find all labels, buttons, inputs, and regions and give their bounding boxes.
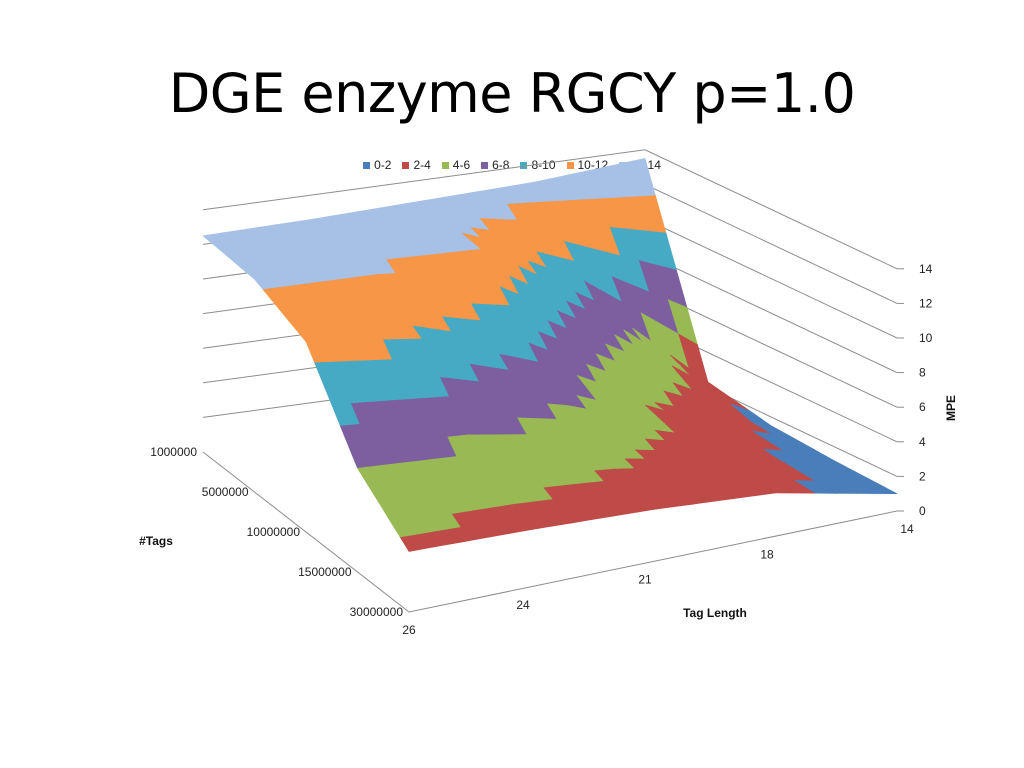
y-tick-label: 1000000 xyxy=(150,445,197,459)
legend-item-8-10: 8-10 xyxy=(520,158,556,172)
floor-edge xyxy=(202,451,898,613)
legend-swatch xyxy=(441,161,449,169)
y-tick-label: 15000000 xyxy=(298,565,352,579)
legend-item-2-4: 2-4 xyxy=(402,158,431,172)
y-tick-label: 5000000 xyxy=(202,485,249,499)
x-tick-label: 14 xyxy=(900,522,914,536)
y-axis-title: #Tags xyxy=(139,534,173,548)
z-tick-label: 2 xyxy=(919,469,926,483)
legend-swatch xyxy=(402,161,410,169)
surface xyxy=(202,158,898,552)
x-tick-label: 21 xyxy=(638,573,652,587)
x-tick-label: 18 xyxy=(760,547,774,561)
legend-swatch xyxy=(520,161,528,169)
z-axis-title: MPE xyxy=(944,395,958,421)
x-tick-label: 26 xyxy=(402,623,416,637)
z-tick-label: 4 xyxy=(919,435,926,449)
surface-patch xyxy=(866,487,898,495)
legend-item-0-2: 0-2 xyxy=(363,158,391,172)
z-tick-label: 0 xyxy=(919,504,926,518)
legend-item-4-6: 4-6 xyxy=(441,158,471,172)
z-tick-label: 14 xyxy=(919,262,933,276)
legend-swatch xyxy=(481,161,489,169)
legend-label: 0-2 xyxy=(374,158,392,172)
z-tick-label: 10 xyxy=(919,331,933,345)
legend-swatch xyxy=(566,161,574,169)
y-tick-label: 30000000 xyxy=(350,605,404,619)
z-tick-label: 8 xyxy=(919,366,926,380)
legend-swatch xyxy=(363,161,371,169)
y-tick-label: 10000000 xyxy=(247,525,301,539)
x-axis-title: Tag Length xyxy=(683,606,747,620)
gridline xyxy=(202,149,898,270)
legend-label: 4-6 xyxy=(452,158,471,172)
z-tick-label: 12 xyxy=(919,296,933,310)
z-tick-label: 6 xyxy=(919,400,926,414)
x-tick-label: 24 xyxy=(516,598,530,612)
legend-label: 2-4 xyxy=(413,158,431,172)
legend-label: 8-10 xyxy=(531,158,556,172)
slide-title: DGE enzyme RGCY p=1.0 xyxy=(168,62,856,125)
